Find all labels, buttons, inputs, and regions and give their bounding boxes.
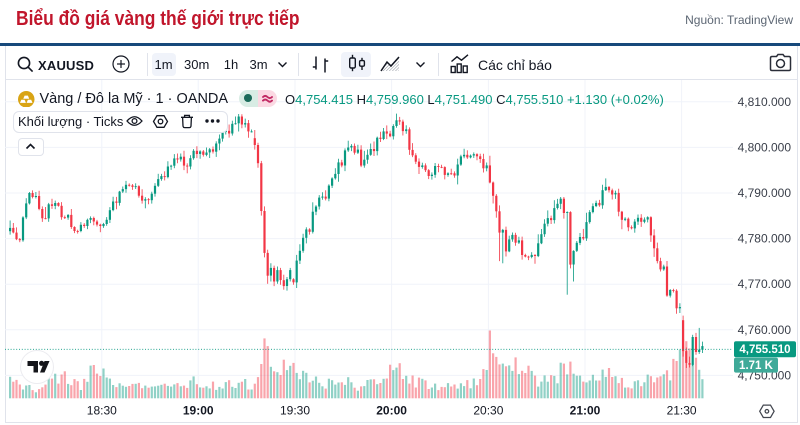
- svg-text:4,770.000: 4,770.000: [738, 277, 792, 291]
- svg-text:4,800.000: 4,800.000: [738, 140, 792, 154]
- svg-text:18:30: 18:30: [87, 404, 117, 418]
- svg-text:1.71 K: 1.71 K: [739, 360, 774, 372]
- svg-text:19:00: 19:00: [183, 404, 214, 418]
- svg-text:4,790.000: 4,790.000: [738, 186, 792, 200]
- svg-text:4,780.000: 4,780.000: [738, 232, 792, 246]
- svg-text:19:30: 19:30: [280, 404, 310, 418]
- svg-text:4,760.000: 4,760.000: [738, 323, 792, 337]
- svg-text:4,810.000: 4,810.000: [738, 95, 792, 109]
- svg-text:21:00: 21:00: [570, 404, 601, 418]
- svg-text:20:00: 20:00: [376, 404, 407, 418]
- svg-text:21:30: 21:30: [667, 404, 697, 418]
- svg-text:20:30: 20:30: [473, 404, 503, 418]
- svg-text:4,755.510: 4,755.510: [739, 344, 790, 356]
